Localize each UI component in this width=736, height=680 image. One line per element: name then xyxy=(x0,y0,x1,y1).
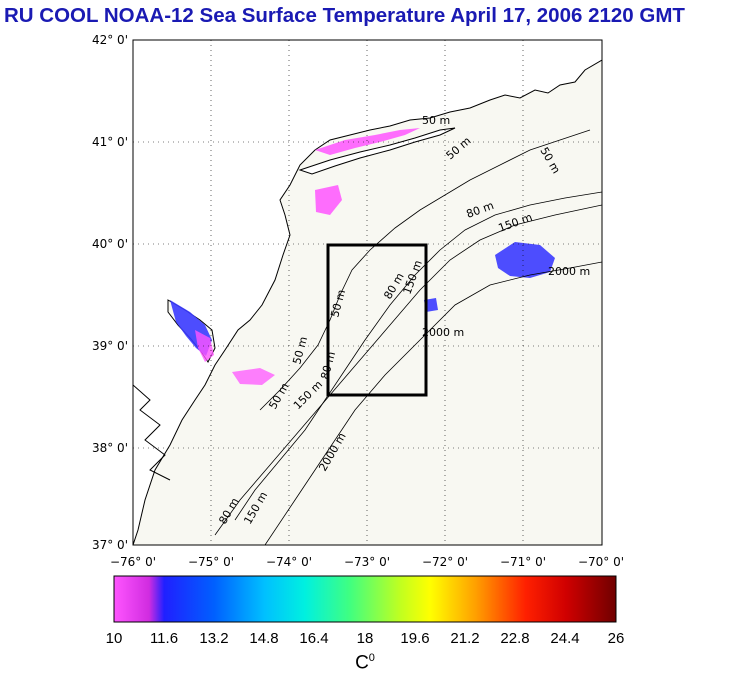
lon-label: −75° 0' xyxy=(187,555,235,569)
colorbar-tick: 21.2 xyxy=(450,630,480,647)
colorbar-tick: 10 xyxy=(105,630,123,647)
lon-label: −74° 0' xyxy=(265,555,313,569)
colorbar-tick: 16.4 xyxy=(299,630,329,647)
lat-label: 42° 0' xyxy=(91,33,128,47)
sst-patch-nj xyxy=(232,368,275,385)
colorbar-unit-sup: 0 xyxy=(368,652,375,664)
lon-label: −72° 0' xyxy=(421,555,469,569)
lon-label: −71° 0' xyxy=(499,555,547,569)
colorbar-unit: C0 xyxy=(340,652,390,674)
lat-label: 40° 0' xyxy=(91,237,128,251)
isobath-label: 2000 m xyxy=(422,326,464,339)
lat-label: 41° 0' xyxy=(91,135,128,149)
colorbar-tick: 19.6 xyxy=(400,630,430,647)
colorbar-tick: 22.8 xyxy=(500,630,530,647)
isobath-2000m xyxy=(264,261,602,545)
isobath-label: 50 m xyxy=(422,114,450,127)
isobath-150m xyxy=(214,204,602,536)
lon-label: −70° 0' xyxy=(577,555,625,569)
colorbar-tick: 26 xyxy=(607,630,625,647)
colorbar-tick: 13.2 xyxy=(199,630,229,647)
colorbar-tick: 11.6 xyxy=(149,630,179,647)
lat-label: 38° 0' xyxy=(91,441,128,455)
colorbar-tick: 18 xyxy=(356,630,374,647)
map-title: RU COOL NOAA-12 Sea Surface Temperature … xyxy=(4,4,685,27)
sst-patch-li-sound xyxy=(315,128,420,155)
graticule xyxy=(133,40,602,545)
sst-patch-delaware-warm xyxy=(195,330,214,362)
colorbar-unit-letter: C xyxy=(355,652,369,674)
chesapeake xyxy=(133,384,171,481)
long-island xyxy=(298,127,456,175)
sst-patch-ny-bight xyxy=(315,185,342,215)
lon-label: −76° 0' xyxy=(109,555,157,569)
isobath-80m xyxy=(234,191,602,521)
colorbar xyxy=(113,575,617,623)
lon-label: −73° 0' xyxy=(343,555,391,569)
isobath-50m xyxy=(259,129,591,411)
map-frame xyxy=(132,39,603,546)
sst-patch-slope xyxy=(495,242,555,278)
lat-label: 39° 0' xyxy=(91,339,128,353)
study-box xyxy=(326,243,428,397)
lat-label: 37° 0' xyxy=(91,538,128,552)
colorbar-tick: 24.4 xyxy=(550,630,580,647)
isobath-label: 2000 m xyxy=(548,265,590,278)
land-new-england xyxy=(133,40,602,545)
colorbar-tick: 14.8 xyxy=(249,630,279,647)
